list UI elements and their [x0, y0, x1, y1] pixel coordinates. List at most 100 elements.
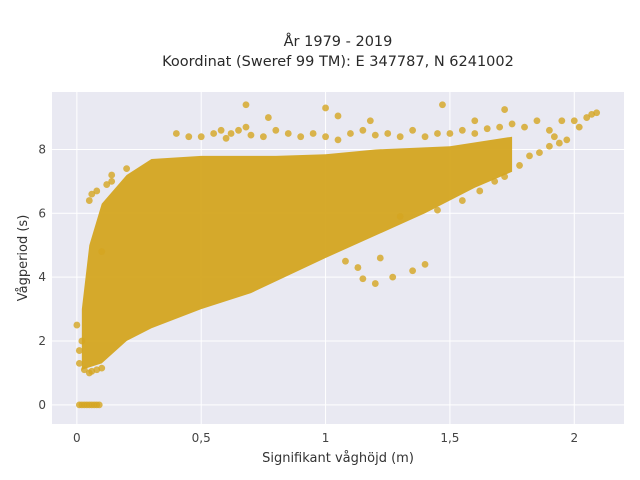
- dense-point-cloud: [81, 136, 513, 370]
- x-tick-label: 0: [73, 431, 81, 445]
- data-point: [222, 134, 230, 142]
- data-point: [108, 177, 116, 185]
- data-point: [347, 130, 354, 137]
- data-point: [98, 364, 106, 372]
- y-axis-title: Vågperiod (s): [16, 215, 31, 302]
- data-point: [93, 187, 101, 195]
- data-point: [123, 165, 131, 173]
- data-point: [458, 126, 466, 134]
- data-point: [545, 126, 553, 134]
- data-point: [98, 248, 106, 256]
- x-tick-label: 0,5: [192, 431, 211, 445]
- data-point: [471, 117, 479, 125]
- data-point: [434, 206, 441, 214]
- data-point: [242, 101, 250, 109]
- x-tick-label: 1: [322, 431, 330, 445]
- data-point: [103, 181, 111, 188]
- data-point: [563, 136, 571, 144]
- data-point: [210, 130, 218, 137]
- data-point: [491, 177, 499, 185]
- chart-title-line-1: År 1979 - 2019: [284, 33, 393, 50]
- y-tick-label: 6: [38, 206, 46, 220]
- data-point: [421, 260, 429, 268]
- data-point: [421, 133, 429, 141]
- data-point: [508, 120, 516, 128]
- data-point: [575, 123, 583, 131]
- data-point: [309, 130, 317, 137]
- data-point: [284, 130, 292, 137]
- data-point: [354, 264, 362, 271]
- data-points: [73, 101, 601, 409]
- data-point: [297, 133, 305, 141]
- data-point: [389, 273, 397, 281]
- data-point: [334, 112, 342, 120]
- data-point: [593, 109, 601, 117]
- data-point: [73, 321, 81, 329]
- data-point: [501, 173, 509, 180]
- data-point: [322, 133, 329, 141]
- data-point: [555, 139, 563, 147]
- data-point: [80, 366, 88, 374]
- data-point: [185, 133, 193, 141]
- data-point: [242, 123, 250, 131]
- data-point: [247, 131, 255, 139]
- y-tick-label: 2: [38, 334, 46, 348]
- data-point: [342, 257, 349, 265]
- data-point: [322, 104, 329, 112]
- data-point: [396, 133, 404, 141]
- data-point: [272, 126, 280, 134]
- x-axis-title: Signifikant våghöjd (m): [262, 451, 414, 466]
- data-point: [496, 123, 504, 131]
- data-point: [396, 213, 404, 220]
- data-point: [516, 162, 523, 169]
- data-point: [217, 126, 225, 134]
- data-point: [501, 106, 509, 113]
- y-tick-labels: 0 2 4 6 8: [38, 142, 46, 411]
- data-point: [359, 126, 367, 134]
- data-point: [197, 133, 205, 141]
- data-point: [545, 142, 553, 150]
- data-point: [536, 149, 543, 157]
- data-point: [334, 136, 342, 144]
- chart-title-line-2: Koordinat (Sweref 99 TM): E 347787, N 62…: [162, 54, 514, 70]
- y-tick-label: 4: [38, 270, 46, 284]
- data-point: [550, 133, 558, 141]
- data-point: [384, 130, 392, 137]
- y-tick-label: 0: [38, 398, 46, 412]
- data-point: [570, 117, 578, 125]
- data-point: [558, 117, 566, 125]
- data-point: [259, 133, 267, 141]
- data-point: [526, 152, 533, 160]
- data-point: [227, 130, 235, 137]
- data-point: [359, 275, 367, 283]
- data-point: [371, 131, 379, 139]
- data-point: [533, 117, 541, 125]
- data-point: [88, 190, 96, 198]
- data-point: [108, 171, 116, 179]
- y-tick-label: 8: [38, 142, 46, 156]
- data-point: [376, 254, 384, 262]
- data-point: [235, 126, 242, 134]
- data-point: [75, 347, 83, 354]
- data-point: [471, 130, 479, 137]
- data-point: [409, 126, 417, 134]
- data-point: [434, 130, 441, 137]
- data-point: [172, 130, 180, 137]
- data-point: [409, 267, 417, 275]
- data-point: [85, 197, 93, 204]
- data-point: [95, 401, 103, 409]
- data-point: [583, 114, 591, 121]
- data-point: [446, 130, 454, 137]
- data-point: [371, 280, 379, 287]
- x-tick-label: 1,5: [440, 431, 459, 445]
- data-point: [483, 125, 491, 133]
- data-point: [476, 187, 484, 195]
- data-point: [439, 101, 446, 109]
- data-point: [75, 359, 83, 367]
- data-point: [264, 114, 272, 121]
- data-point: [458, 197, 466, 204]
- x-tick-label: 2: [570, 431, 578, 445]
- data-point: [521, 123, 528, 131]
- data-point: [78, 337, 86, 345]
